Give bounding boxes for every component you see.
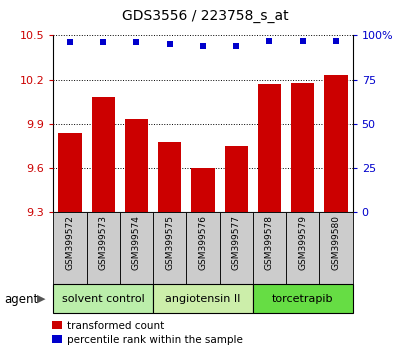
Bar <box>252 212 285 285</box>
Bar <box>119 212 153 285</box>
Text: ▶: ▶ <box>37 294 45 304</box>
Point <box>100 40 106 45</box>
Text: GSM399572: GSM399572 <box>65 215 74 270</box>
Point <box>67 40 73 45</box>
Bar <box>252 284 352 313</box>
Text: GSM399577: GSM399577 <box>231 215 240 270</box>
Bar <box>285 212 319 285</box>
Legend: transformed count, percentile rank within the sample: transformed count, percentile rank withi… <box>50 319 244 347</box>
Text: GSM399573: GSM399573 <box>99 215 108 270</box>
Bar <box>124 120 148 212</box>
Text: torcetrapib: torcetrapib <box>271 294 333 304</box>
Bar <box>257 84 281 212</box>
Bar <box>153 212 186 285</box>
Point <box>133 40 139 45</box>
Point <box>166 41 173 47</box>
Bar <box>157 142 181 212</box>
Bar <box>86 212 119 285</box>
Bar <box>191 168 214 212</box>
Point <box>232 43 239 49</box>
Text: GSM399574: GSM399574 <box>132 215 141 270</box>
Text: GSM399580: GSM399580 <box>330 215 339 270</box>
Text: solvent control: solvent control <box>62 294 144 304</box>
Point <box>199 43 206 49</box>
Point <box>332 38 338 44</box>
Text: agent: agent <box>4 293 38 306</box>
Text: angiotensin II: angiotensin II <box>165 294 240 304</box>
Text: GSM399578: GSM399578 <box>264 215 273 270</box>
Text: GSM399576: GSM399576 <box>198 215 207 270</box>
Bar <box>153 284 252 313</box>
Bar <box>91 97 115 212</box>
Bar <box>224 146 247 212</box>
Bar <box>324 75 347 212</box>
Bar <box>53 284 153 313</box>
Bar <box>219 212 252 285</box>
Bar <box>319 212 352 285</box>
Text: GSM399575: GSM399575 <box>165 215 174 270</box>
Text: GSM399579: GSM399579 <box>297 215 306 270</box>
Bar <box>186 212 219 285</box>
Bar <box>58 133 81 212</box>
Bar <box>53 212 86 285</box>
Point <box>265 38 272 44</box>
Text: GDS3556 / 223758_s_at: GDS3556 / 223758_s_at <box>121 9 288 23</box>
Bar <box>290 82 314 212</box>
Point <box>299 38 305 44</box>
